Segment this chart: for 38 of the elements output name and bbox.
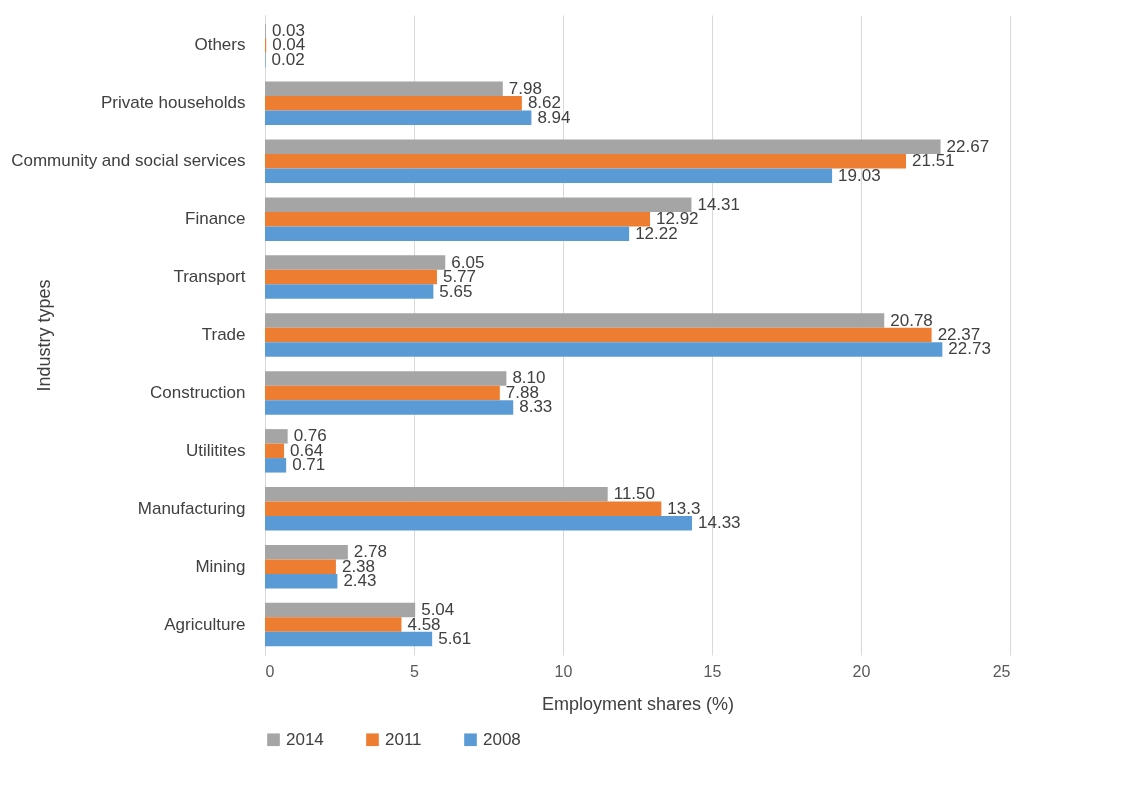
y-tick-label: Mining xyxy=(195,556,246,576)
data-label: 5.65 xyxy=(439,281,473,301)
data-label: 8.94 xyxy=(537,107,571,127)
y-tick-label: Finance xyxy=(185,209,246,229)
data-label: 5.61 xyxy=(438,629,472,649)
data-label: 0.71 xyxy=(292,455,326,475)
data-label: 14.33 xyxy=(698,513,741,533)
data-label: 22.73 xyxy=(948,339,991,359)
x-tick-label: 10 xyxy=(554,662,573,680)
data-label: 13.3 xyxy=(667,498,701,518)
y-tick-label: Private households xyxy=(100,93,246,113)
data-label: 19.03 xyxy=(838,165,881,185)
x-tick-label: 5 xyxy=(410,662,420,680)
data-label: 8.33 xyxy=(519,397,553,417)
y-tick-label: Trade xyxy=(201,325,246,344)
y-tick-label: Community and social services xyxy=(11,151,246,171)
data-label: 11.50 xyxy=(613,484,655,504)
y-axis-title: Industry types xyxy=(33,279,54,392)
x-tick-label: 0 xyxy=(265,662,275,680)
x-tick-label: 20 xyxy=(852,662,871,680)
legend-label: 2008 xyxy=(483,729,521,749)
x-axis-title: Employment shares (%) xyxy=(541,693,735,714)
y-tick-label: Construction xyxy=(150,382,246,402)
legend-label: 2014 xyxy=(286,729,324,749)
data-label: 2.43 xyxy=(343,571,377,591)
data-label: 14.31 xyxy=(697,194,740,214)
y-tick-label: Agriculture xyxy=(164,614,246,634)
data-label: 0.02 xyxy=(271,49,305,69)
data-label: 20.78 xyxy=(890,310,933,330)
x-tick-label: 25 xyxy=(992,662,1011,680)
data-label: 12.22 xyxy=(635,223,678,243)
y-tick-label: Manufacturing xyxy=(137,498,246,518)
y-tick-label: Transport xyxy=(173,267,246,287)
y-tick-label: Others xyxy=(194,35,246,55)
x-tick-label: 15 xyxy=(703,662,722,680)
data-label: 21.51 xyxy=(912,151,955,171)
y-tick-label: Utilitites xyxy=(185,440,246,460)
legend-label: 2011 xyxy=(385,729,422,749)
